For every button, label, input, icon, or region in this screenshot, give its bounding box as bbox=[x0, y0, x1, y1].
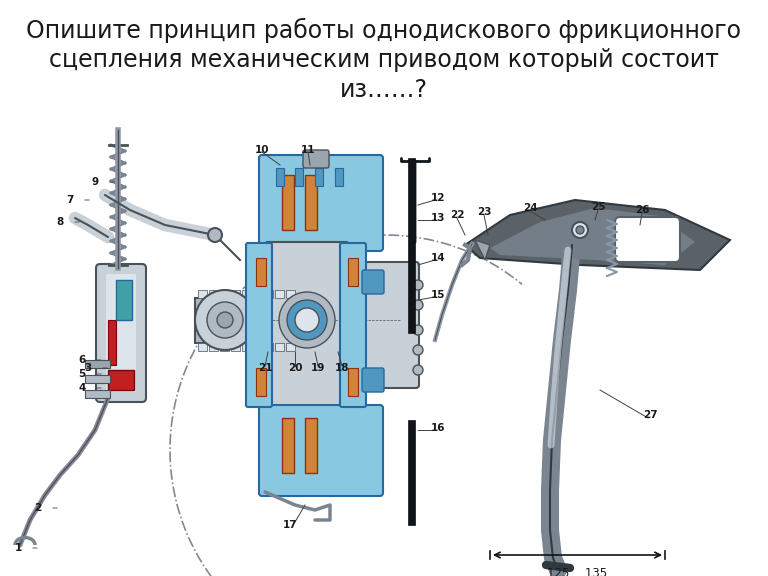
Bar bbox=[85, 390, 110, 398]
Text: 13: 13 bbox=[431, 213, 445, 223]
Bar bbox=[209, 290, 218, 298]
Bar bbox=[242, 343, 251, 351]
Bar bbox=[335, 168, 343, 186]
Circle shape bbox=[413, 280, 423, 290]
Text: 6: 6 bbox=[78, 355, 85, 365]
Text: 2: 2 bbox=[35, 503, 41, 513]
Text: 20: 20 bbox=[288, 363, 303, 373]
Text: 8: 8 bbox=[56, 217, 64, 227]
Text: 25: 25 bbox=[591, 202, 605, 212]
Text: сцепления механическим приводом который состоит: сцепления механическим приводом который … bbox=[49, 48, 719, 72]
Bar bbox=[253, 343, 262, 351]
Circle shape bbox=[208, 228, 222, 242]
FancyBboxPatch shape bbox=[303, 150, 329, 168]
FancyBboxPatch shape bbox=[362, 270, 384, 294]
Text: 10: 10 bbox=[255, 145, 270, 155]
Text: 22: 22 bbox=[450, 210, 464, 220]
Circle shape bbox=[195, 290, 255, 350]
Bar bbox=[220, 290, 229, 298]
Bar bbox=[108, 370, 134, 390]
Bar bbox=[256, 258, 266, 286]
Text: 5: 5 bbox=[78, 369, 85, 379]
Polygon shape bbox=[490, 208, 695, 265]
Bar bbox=[286, 290, 295, 298]
FancyBboxPatch shape bbox=[340, 243, 366, 407]
Circle shape bbox=[572, 222, 588, 238]
Bar bbox=[305, 418, 317, 473]
Bar bbox=[315, 168, 323, 186]
Bar bbox=[108, 320, 116, 365]
Circle shape bbox=[413, 300, 423, 310]
Text: 24: 24 bbox=[523, 203, 538, 213]
Text: 27: 27 bbox=[643, 410, 657, 420]
Bar bbox=[220, 343, 229, 351]
Bar bbox=[275, 343, 284, 351]
FancyBboxPatch shape bbox=[615, 217, 680, 262]
Text: 18: 18 bbox=[335, 363, 349, 373]
Bar bbox=[282, 418, 294, 473]
FancyBboxPatch shape bbox=[96, 264, 146, 402]
Bar bbox=[195, 298, 400, 343]
FancyBboxPatch shape bbox=[362, 368, 384, 392]
Text: 11: 11 bbox=[301, 145, 315, 155]
Text: 26: 26 bbox=[634, 205, 649, 215]
Circle shape bbox=[279, 292, 335, 348]
Text: Опишите принцип работы однодискового фрикционного: Опишите принцип работы однодискового фри… bbox=[27, 18, 741, 43]
Bar bbox=[276, 168, 284, 186]
Bar bbox=[116, 280, 132, 320]
FancyBboxPatch shape bbox=[259, 155, 383, 251]
Circle shape bbox=[287, 300, 327, 340]
Text: 21: 21 bbox=[258, 363, 272, 373]
Bar bbox=[85, 375, 110, 383]
Bar bbox=[286, 343, 295, 351]
FancyBboxPatch shape bbox=[246, 243, 272, 407]
Text: 125… 135: 125… 135 bbox=[548, 567, 607, 576]
Circle shape bbox=[576, 226, 584, 234]
Circle shape bbox=[413, 325, 423, 335]
FancyBboxPatch shape bbox=[265, 242, 349, 408]
Text: 7: 7 bbox=[66, 195, 74, 205]
Text: 4: 4 bbox=[78, 383, 86, 393]
Circle shape bbox=[413, 345, 423, 355]
Bar bbox=[231, 290, 240, 298]
Bar bbox=[295, 168, 303, 186]
Bar bbox=[106, 274, 136, 392]
Bar bbox=[348, 258, 358, 286]
Polygon shape bbox=[465, 200, 730, 270]
FancyBboxPatch shape bbox=[259, 405, 383, 496]
Circle shape bbox=[295, 308, 319, 332]
Text: 17: 17 bbox=[283, 520, 297, 530]
FancyBboxPatch shape bbox=[365, 262, 419, 388]
Bar bbox=[348, 368, 358, 396]
Circle shape bbox=[413, 365, 423, 375]
Bar bbox=[305, 175, 317, 230]
Text: 3: 3 bbox=[84, 363, 91, 373]
Bar bbox=[256, 368, 266, 396]
Bar bbox=[408, 158, 415, 333]
Bar bbox=[275, 290, 284, 298]
Text: 12: 12 bbox=[431, 193, 445, 203]
Bar bbox=[264, 343, 273, 351]
Polygon shape bbox=[475, 240, 490, 260]
Bar bbox=[253, 290, 262, 298]
Bar bbox=[282, 175, 294, 230]
Text: 19: 19 bbox=[311, 363, 325, 373]
Circle shape bbox=[207, 302, 243, 338]
Text: 16: 16 bbox=[431, 423, 445, 433]
Bar bbox=[85, 360, 110, 368]
Text: 23: 23 bbox=[477, 207, 492, 217]
Bar bbox=[209, 343, 218, 351]
Bar bbox=[231, 343, 240, 351]
Text: 14: 14 bbox=[431, 253, 445, 263]
Bar bbox=[242, 290, 251, 298]
Bar bbox=[198, 290, 207, 298]
Bar bbox=[198, 343, 207, 351]
Text: 15: 15 bbox=[431, 290, 445, 300]
Text: 9: 9 bbox=[91, 177, 98, 187]
Bar bbox=[408, 420, 415, 525]
Circle shape bbox=[217, 312, 233, 328]
Text: из……?: из……? bbox=[340, 78, 428, 102]
Bar bbox=[264, 290, 273, 298]
Text: 1: 1 bbox=[15, 543, 22, 553]
